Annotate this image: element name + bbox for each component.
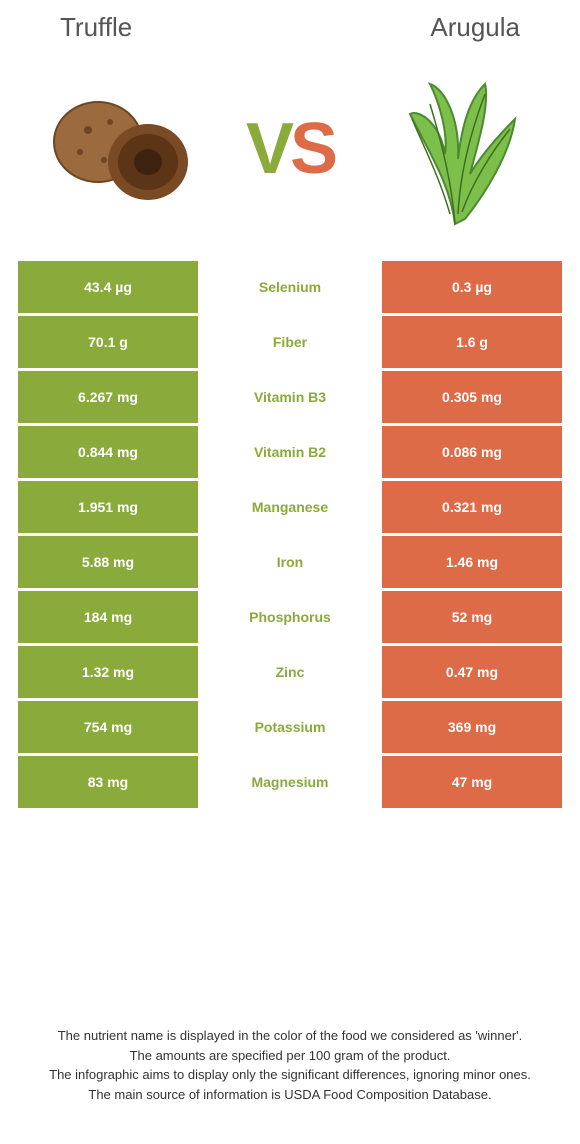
table-row: 83 mgMagnesium47 mg: [18, 756, 562, 808]
right-value-cell: 0.3 µg: [382, 261, 562, 313]
left-food-title: Truffle: [60, 12, 132, 43]
right-food-title: Arugula: [430, 12, 520, 43]
right-value-cell: 52 mg: [382, 591, 562, 643]
nutrient-name-cell: Potassium: [201, 701, 379, 753]
right-value-cell: 1.6 g: [382, 316, 562, 368]
table-row: 43.4 µgSelenium0.3 µg: [18, 261, 562, 313]
header: Truffle Arugula: [0, 0, 580, 51]
nutrient-table: 43.4 µgSelenium0.3 µg70.1 gFiber1.6 g6.2…: [18, 261, 562, 808]
left-value-cell: 184 mg: [18, 591, 198, 643]
table-row: 5.88 mgIron1.46 mg: [18, 536, 562, 588]
right-value-cell: 369 mg: [382, 701, 562, 753]
images-row: VS: [0, 51, 580, 261]
left-value-cell: 70.1 g: [18, 316, 198, 368]
right-value-cell: 0.086 mg: [382, 426, 562, 478]
table-row: 754 mgPotassium369 mg: [18, 701, 562, 753]
right-value-cell: 0.305 mg: [382, 371, 562, 423]
nutrient-name-cell: Iron: [201, 536, 379, 588]
footer-notes: The nutrient name is displayed in the co…: [24, 1026, 556, 1104]
nutrient-name-cell: Fiber: [201, 316, 379, 368]
arugula-image: [370, 64, 540, 234]
right-value-cell: 1.46 mg: [382, 536, 562, 588]
nutrient-name-cell: Manganese: [201, 481, 379, 533]
footer-line: The infographic aims to display only the…: [24, 1065, 556, 1085]
nutrient-name-cell: Zinc: [201, 646, 379, 698]
table-row: 70.1 gFiber1.6 g: [18, 316, 562, 368]
vs-s: S: [290, 109, 334, 189]
truffle-image: [40, 64, 210, 234]
nutrient-name-cell: Magnesium: [201, 756, 379, 808]
left-value-cell: 0.844 mg: [18, 426, 198, 478]
left-value-cell: 43.4 µg: [18, 261, 198, 313]
vs-v: V: [246, 109, 290, 189]
table-row: 184 mgPhosphorus52 mg: [18, 591, 562, 643]
nutrient-name-cell: Vitamin B2: [201, 426, 379, 478]
table-row: 1.32 mgZinc0.47 mg: [18, 646, 562, 698]
nutrient-name-cell: Phosphorus: [201, 591, 379, 643]
table-row: 1.951 mgManganese0.321 mg: [18, 481, 562, 533]
footer-line: The main source of information is USDA F…: [24, 1085, 556, 1105]
left-value-cell: 83 mg: [18, 756, 198, 808]
table-row: 6.267 mgVitamin B30.305 mg: [18, 371, 562, 423]
left-value-cell: 754 mg: [18, 701, 198, 753]
footer-line: The nutrient name is displayed in the co…: [24, 1026, 556, 1046]
left-value-cell: 1.32 mg: [18, 646, 198, 698]
table-row: 0.844 mgVitamin B20.086 mg: [18, 426, 562, 478]
vs-label: VS: [246, 108, 334, 190]
right-value-cell: 47 mg: [382, 756, 562, 808]
left-value-cell: 6.267 mg: [18, 371, 198, 423]
left-value-cell: 5.88 mg: [18, 536, 198, 588]
right-value-cell: 0.321 mg: [382, 481, 562, 533]
right-value-cell: 0.47 mg: [382, 646, 562, 698]
nutrient-name-cell: Selenium: [201, 261, 379, 313]
footer-line: The amounts are specified per 100 gram o…: [24, 1046, 556, 1066]
nutrient-name-cell: Vitamin B3: [201, 371, 379, 423]
left-value-cell: 1.951 mg: [18, 481, 198, 533]
